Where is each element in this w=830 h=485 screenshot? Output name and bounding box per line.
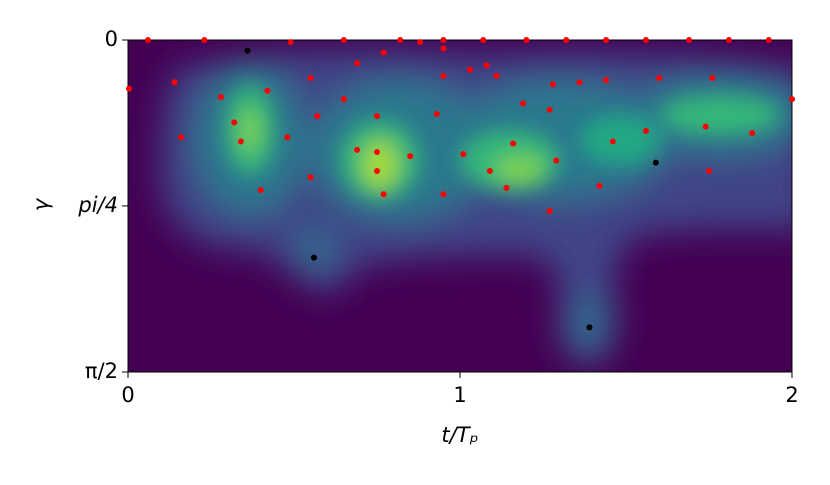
point: [440, 191, 447, 198]
point: [407, 153, 414, 160]
point: [310, 254, 317, 261]
point: [702, 123, 709, 130]
y-tick-label: pi/4: [77, 193, 118, 217]
point: [201, 37, 208, 43]
point: [287, 39, 294, 46]
point: [486, 168, 493, 175]
point: [546, 208, 553, 215]
point: [217, 94, 224, 101]
point: [652, 159, 659, 166]
point: [603, 37, 610, 43]
point: [596, 182, 603, 189]
point: [171, 79, 178, 86]
density-field: [128, 40, 792, 372]
point: [510, 140, 517, 147]
x-tick-label: 2: [785, 383, 798, 407]
point: [503, 184, 510, 191]
point: [340, 37, 347, 43]
point: [563, 37, 570, 43]
point: [374, 168, 380, 175]
point: [374, 149, 380, 156]
point: [314, 113, 321, 120]
point: [354, 60, 361, 67]
point: [546, 106, 553, 113]
point: [433, 110, 440, 117]
point: [480, 37, 487, 43]
point: [284, 134, 291, 141]
y-axis-label: γ: [29, 197, 53, 211]
point: [642, 127, 649, 134]
x-tick-label: 1: [453, 383, 466, 407]
point: [417, 39, 424, 46]
point: [237, 138, 244, 145]
point: [244, 47, 251, 54]
point: [440, 37, 447, 43]
x-tick-label: 0: [121, 383, 134, 407]
point: [553, 157, 560, 164]
point: [380, 49, 387, 56]
point: [178, 134, 185, 141]
point: [354, 146, 361, 153]
point: [725, 37, 732, 43]
point: [609, 138, 616, 145]
point: [144, 37, 151, 43]
point: [749, 129, 756, 136]
point: [656, 75, 663, 82]
x-axis-label: t/Tₚ: [441, 423, 478, 447]
point: [642, 37, 649, 43]
point: [125, 85, 132, 92]
point: [440, 72, 447, 79]
point: [576, 79, 583, 86]
point: [765, 37, 772, 43]
point: [520, 100, 527, 107]
y-tick-label: 0: [105, 27, 118, 51]
point: [603, 77, 610, 84]
point: [523, 37, 530, 43]
y-tick-label: π/2: [85, 359, 118, 383]
point: [257, 187, 264, 194]
point: [307, 75, 314, 82]
point: [380, 191, 387, 198]
point: [440, 45, 447, 52]
point: [483, 62, 490, 69]
point: [493, 72, 500, 79]
point: [706, 168, 712, 175]
point: [340, 96, 347, 103]
point: [374, 113, 380, 120]
point: [307, 174, 314, 181]
point: [466, 66, 473, 73]
point: [789, 96, 795, 103]
point: [686, 37, 693, 43]
point: [264, 87, 271, 94]
point: [460, 151, 467, 158]
point: [231, 119, 238, 126]
point: [549, 81, 556, 88]
point: [586, 324, 593, 331]
point: [709, 75, 716, 82]
point: [397, 37, 404, 43]
